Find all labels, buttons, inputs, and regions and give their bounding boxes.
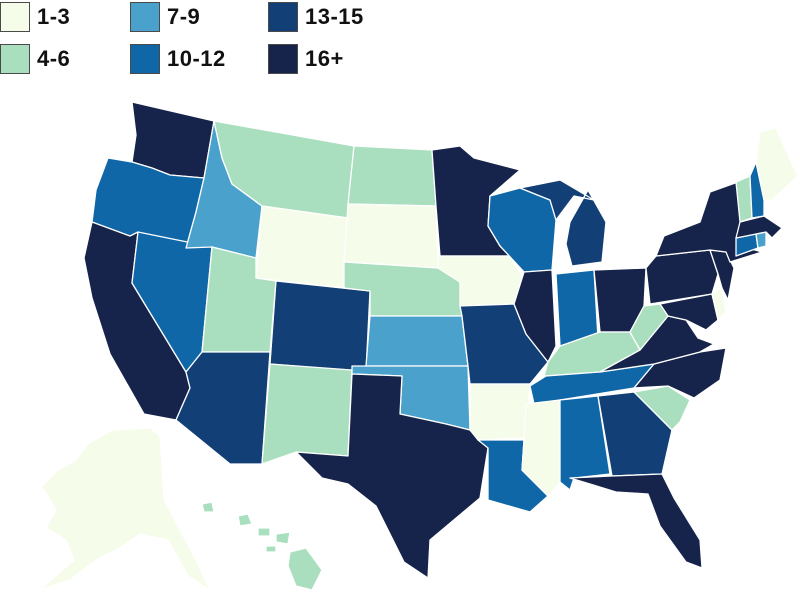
legend-swatch: [268, 2, 298, 32]
legend-swatch: [130, 44, 160, 74]
state-tx[interactable]: [295, 373, 489, 579]
state-nd[interactable]: [347, 145, 437, 207]
legend-label: 7-9: [167, 4, 201, 29]
legend-item-7-9: 7-9: [130, 2, 200, 32]
legend-item-16-plus: 16+: [268, 44, 344, 74]
legend-label: 13-15: [305, 4, 364, 29]
legend-item-13-15: 13-15: [268, 2, 364, 32]
legend-item-4-6: 4-6: [0, 44, 70, 74]
state-ri[interactable]: [755, 231, 767, 249]
state-nh[interactable]: [749, 161, 765, 219]
legend-label: 16+: [305, 46, 344, 71]
legend: 1-3 4-6 7-9 10-12 13-15 16+: [0, 0, 420, 80]
state-ma[interactable]: [735, 215, 783, 239]
state-ar[interactable]: [469, 383, 531, 441]
state-de[interactable]: [711, 287, 727, 321]
legend-label: 4-6: [37, 46, 71, 71]
state-co[interactable]: [269, 280, 371, 373]
legend-swatch: [268, 44, 298, 74]
state-ga[interactable]: [597, 391, 673, 477]
legend-label: 10-12: [167, 46, 226, 71]
state-ak[interactable]: [39, 427, 211, 591]
legend-item-10-12: 10-12: [130, 44, 226, 74]
legend-label: 1-3: [37, 4, 71, 29]
state-sd[interactable]: [343, 203, 439, 269]
state-mi[interactable]: [519, 179, 607, 267]
state-fl[interactable]: [569, 473, 703, 569]
state-wy[interactable]: [255, 205, 349, 289]
legend-swatch: [130, 2, 160, 32]
state-az[interactable]: [175, 351, 271, 465]
state-ks[interactable]: [365, 315, 469, 367]
legend-swatch: [0, 44, 30, 74]
state-hi[interactable]: [201, 501, 323, 591]
legend-item-1-3: 1-3: [0, 2, 70, 32]
state-me[interactable]: [755, 127, 799, 201]
state-sc[interactable]: [633, 385, 691, 431]
legend-swatch: [0, 2, 30, 32]
state-nm[interactable]: [261, 363, 353, 465]
